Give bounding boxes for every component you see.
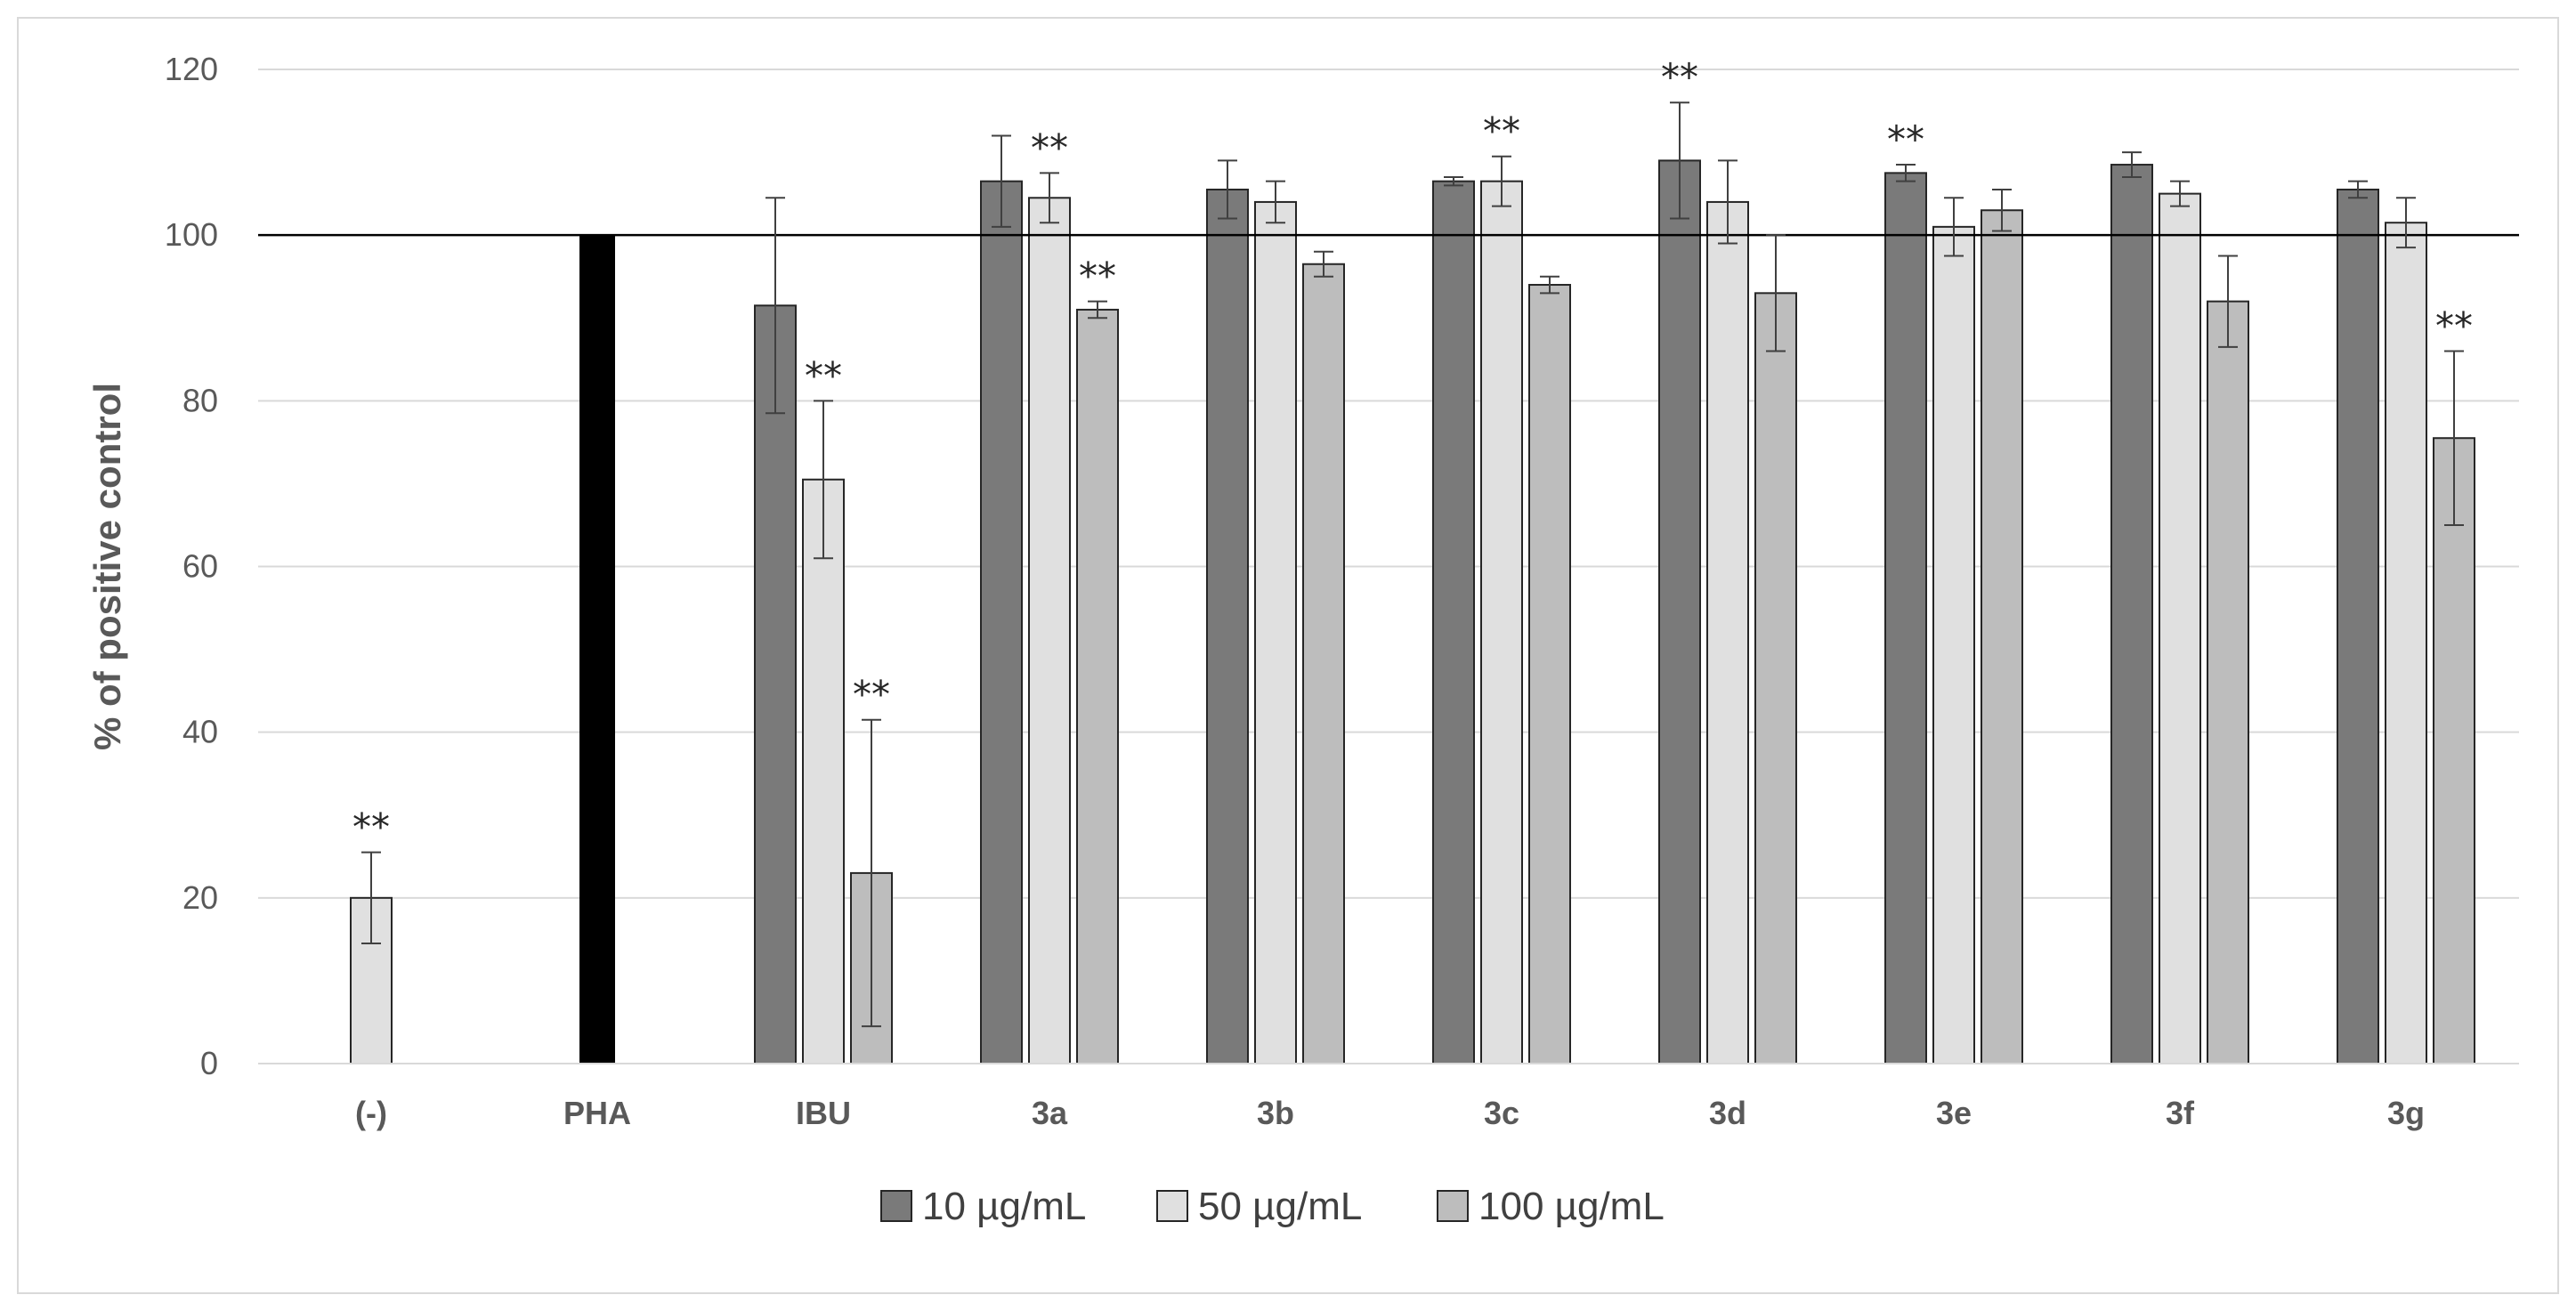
bar-3g-series-2 bbox=[2433, 437, 2475, 1064]
significance-marker: ** bbox=[1031, 125, 1068, 169]
bar-3d-series-0 bbox=[1658, 159, 1701, 1064]
bar-3a-series-1 bbox=[1028, 197, 1071, 1064]
legend-swatch-0 bbox=[880, 1190, 912, 1222]
bar-3b-series-0 bbox=[1206, 188, 1249, 1065]
significance-markers: ** ** ** ** ** ** ** ** ** bbox=[352, 55, 2473, 848]
y-tick-label: 20 bbox=[182, 879, 218, 916]
y-tick-label: 100 bbox=[165, 216, 218, 253]
significance-marker: ** bbox=[1079, 255, 1116, 298]
legend-label-2: 100 µg/mL bbox=[1478, 1185, 1665, 1228]
y-tick-label: 80 bbox=[182, 382, 218, 418]
bar-3b-series-1 bbox=[1254, 200, 1297, 1064]
bar-3c-series-1 bbox=[1480, 180, 1523, 1065]
y-tick-label: 40 bbox=[182, 714, 218, 750]
bar-3d-series-1 bbox=[1706, 200, 1749, 1064]
x-tick-label: 3f bbox=[2166, 1095, 2195, 1131]
significance-marker: ** bbox=[1887, 117, 1924, 161]
x-tick-label: 3e bbox=[1936, 1095, 1972, 1131]
bars bbox=[258, 159, 2519, 1065]
significance-marker: ** bbox=[2435, 303, 2473, 347]
significance-marker: ** bbox=[853, 673, 890, 716]
bar-3a-series-2 bbox=[1076, 308, 1119, 1065]
bar-IBU-series-0 bbox=[754, 304, 797, 1065]
legend-label-1: 50 µg/mL bbox=[1198, 1185, 1362, 1228]
bar-3d-series-2 bbox=[1754, 292, 1797, 1064]
x-tick-label: PHA bbox=[563, 1095, 631, 1131]
x-tick-label: IBU bbox=[796, 1095, 851, 1131]
bar-3e-series-2 bbox=[1981, 209, 2023, 1065]
bar-3e-series-1 bbox=[1932, 225, 1975, 1064]
bar-IBU-series-1 bbox=[802, 478, 845, 1064]
significance-marker: ** bbox=[805, 353, 842, 397]
bar-3c-series-2 bbox=[1528, 284, 1571, 1064]
bar-3f-series-0 bbox=[2110, 164, 2153, 1064]
bar-3f-series-1 bbox=[2159, 192, 2201, 1064]
bar-3c-series-0 bbox=[1432, 180, 1475, 1065]
x-tick-label: 3c bbox=[1484, 1095, 1519, 1131]
y-tick-label: 120 bbox=[165, 51, 218, 87]
significance-marker: ** bbox=[1661, 55, 1698, 99]
bar-3f-series-2 bbox=[2207, 300, 2249, 1064]
x-axis: (-) PHA IBU 3a 3b 3c 3d 3e 3f 3g bbox=[258, 1063, 2519, 1131]
legend-swatch-1 bbox=[1156, 1190, 1188, 1222]
y-tick-label: 60 bbox=[182, 548, 218, 585]
y-axis-title: % of positive control bbox=[86, 383, 128, 750]
legend-swatch-2 bbox=[1437, 1190, 1469, 1222]
error-bars bbox=[361, 101, 2464, 1028]
bar-3b-series-2 bbox=[1302, 263, 1345, 1064]
x-tick-label: (-) bbox=[355, 1095, 387, 1131]
legend: 10 µg/mL 50 µg/mL 100 µg/mL bbox=[880, 1185, 1665, 1228]
bar-3g-series-0 bbox=[2337, 188, 2379, 1065]
significance-marker: ** bbox=[1483, 109, 1520, 153]
bar-3g-series-1 bbox=[2385, 222, 2427, 1064]
x-tick-label: 3d bbox=[1709, 1095, 1746, 1131]
y-tick-label: 0 bbox=[200, 1045, 218, 1081]
x-tick-label: 3b bbox=[1257, 1095, 1294, 1131]
bar-3a-series-0 bbox=[980, 180, 1023, 1065]
significance-marker: ** bbox=[352, 805, 390, 849]
legend-label-0: 10 µg/mL bbox=[922, 1185, 1086, 1228]
x-tick-label: 3g bbox=[2387, 1095, 2425, 1131]
bar-positive-control bbox=[579, 235, 615, 1064]
y-axis: 0 20 40 60 80 100 120 % of positive control bbox=[86, 51, 218, 1081]
bar-3e-series-0 bbox=[1884, 172, 1927, 1064]
x-tick-label: 3a bbox=[1032, 1095, 1068, 1131]
